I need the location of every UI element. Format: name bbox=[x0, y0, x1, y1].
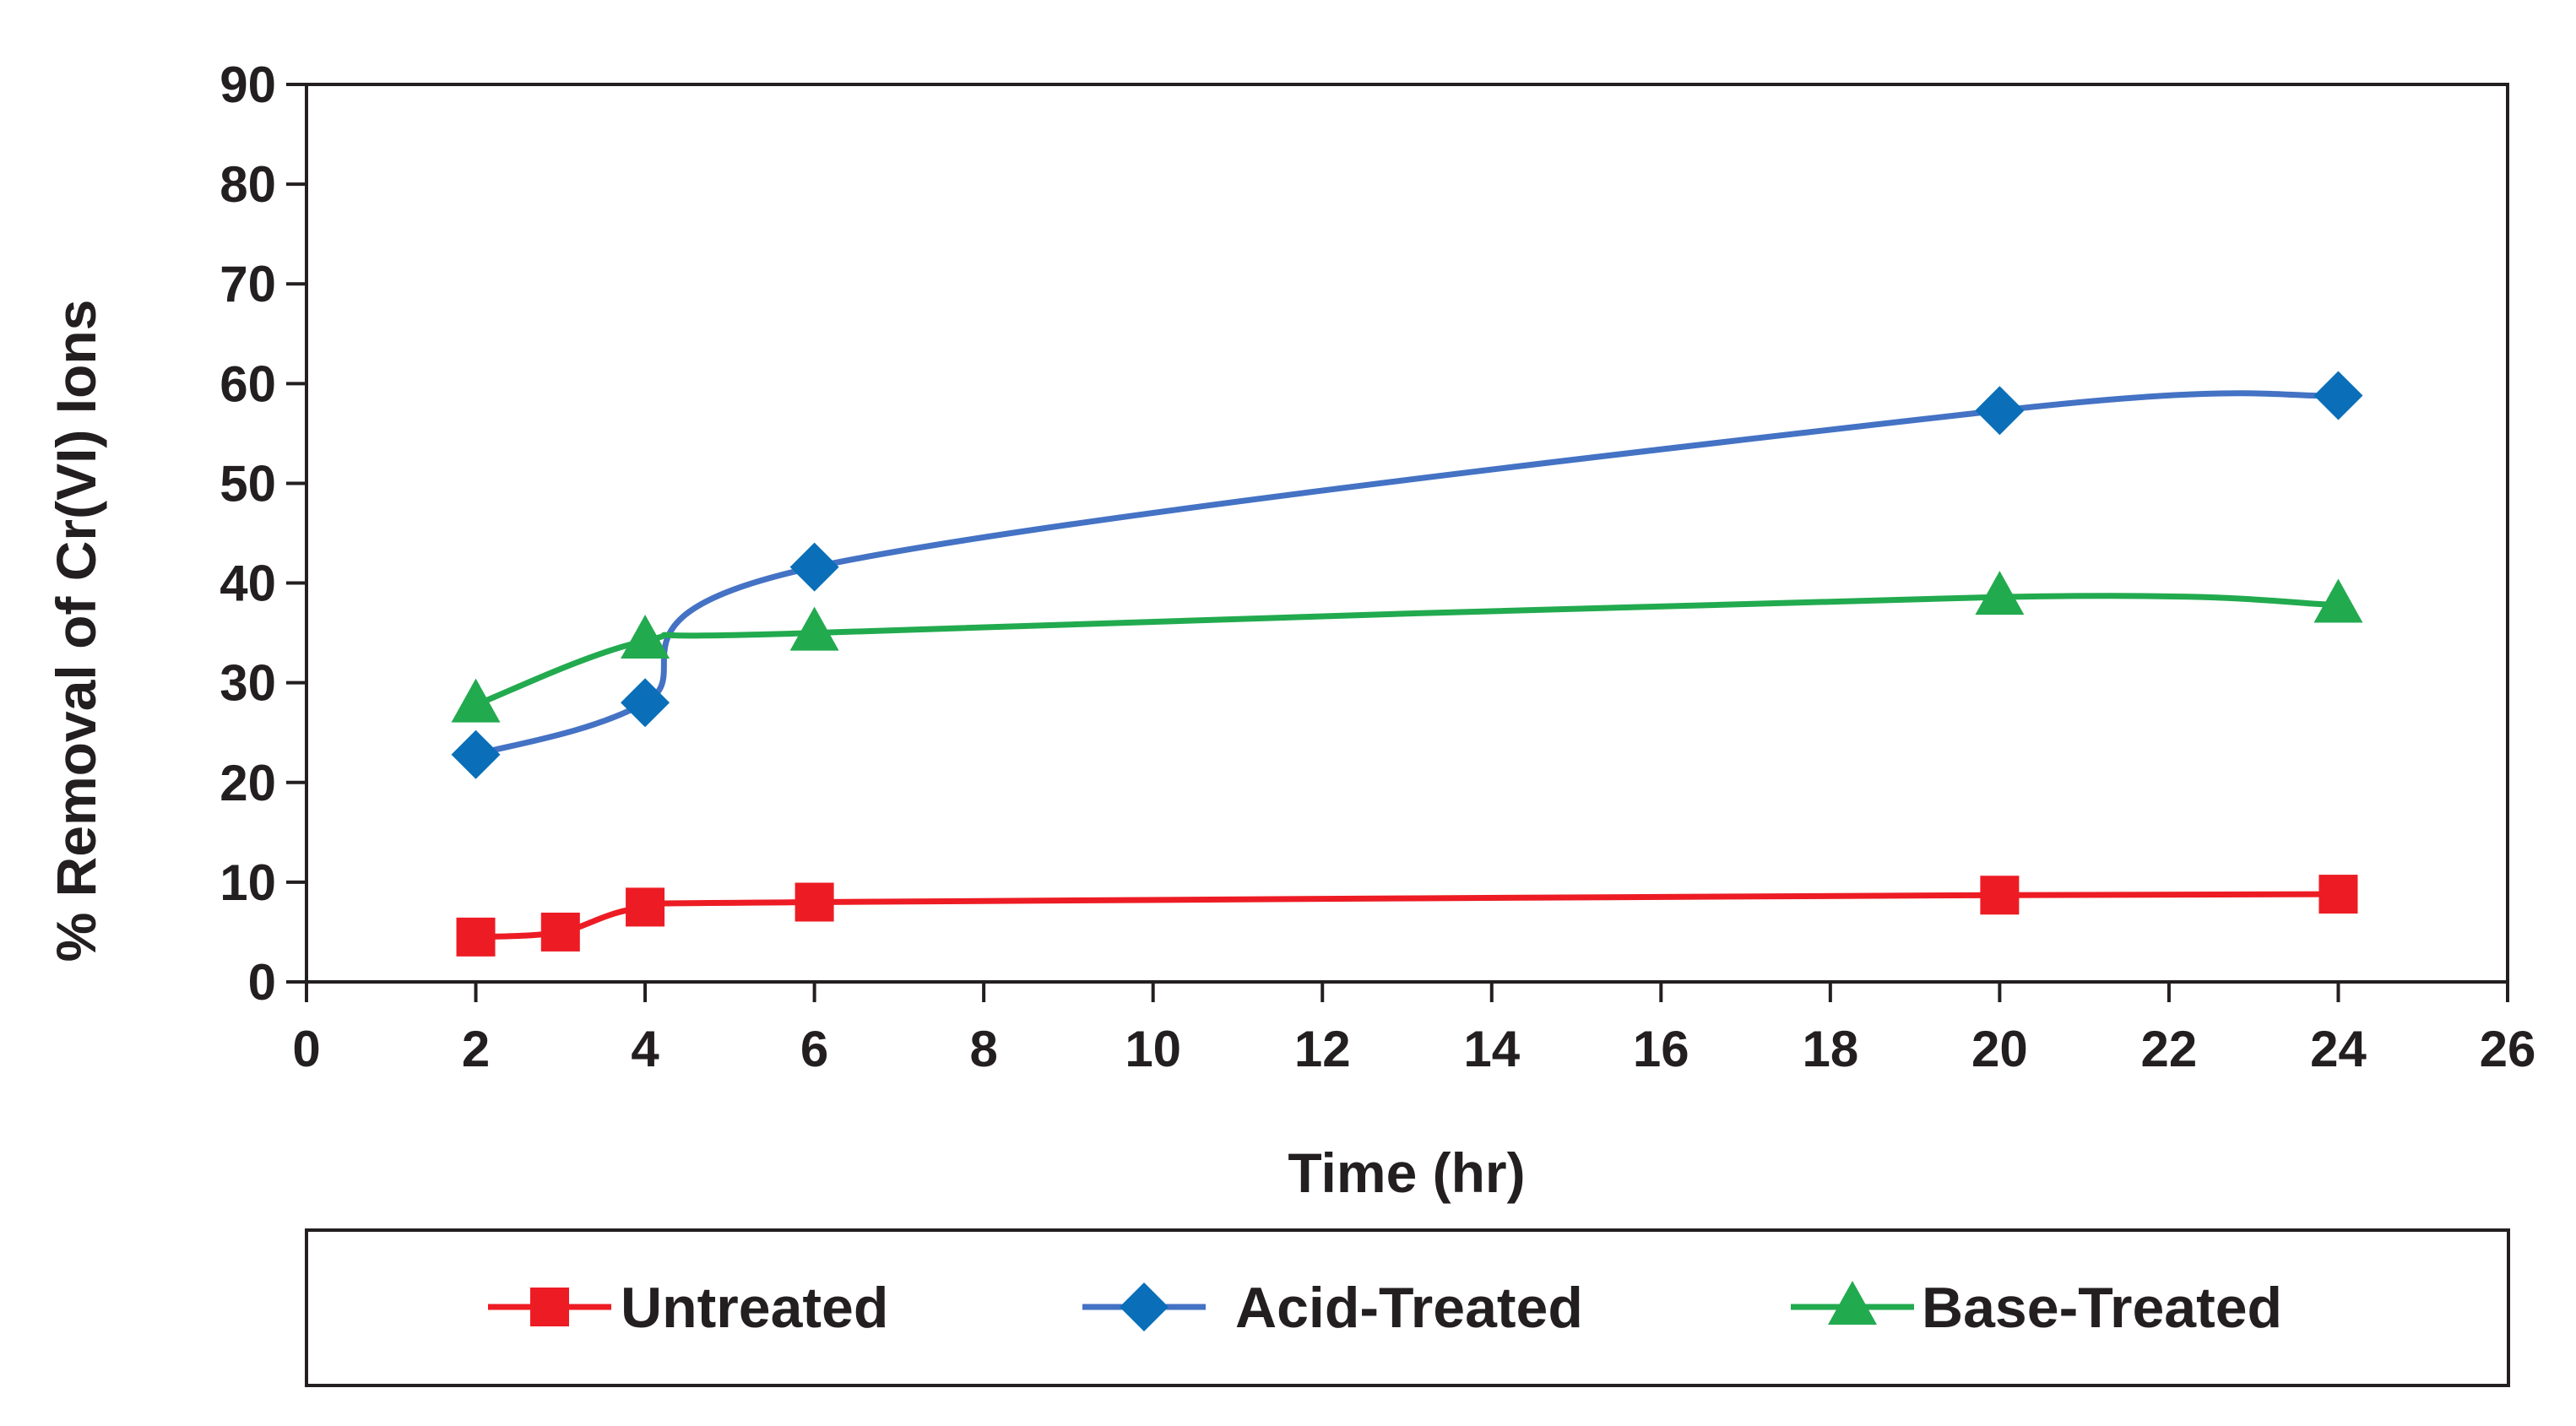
legend-label-acid-treated: Acid-Treated bbox=[1235, 1276, 1583, 1340]
data-point-acid-treated bbox=[1975, 386, 2025, 436]
legend-label-base-treated: Base-Treated bbox=[1922, 1276, 2282, 1340]
data-point-untreated bbox=[794, 882, 834, 922]
legend-label-untreated: Untreated bbox=[621, 1276, 888, 1340]
y-tick-label: 80 bbox=[220, 156, 276, 213]
legend-item-acid-treated: Acid-Treated bbox=[1082, 1276, 1583, 1340]
y-tick-label: 20 bbox=[220, 755, 276, 811]
x-tick-label: 0 bbox=[292, 1021, 320, 1077]
legend-item-base-treated: Base-Treated bbox=[1791, 1276, 2282, 1340]
series-line-acid-treated bbox=[475, 390, 2339, 758]
x-tick-label: 22 bbox=[2141, 1021, 2198, 1077]
x-tick-label: 14 bbox=[1463, 1021, 1520, 1077]
legend-marker-acid-treated bbox=[1120, 1282, 1169, 1331]
series-acid-treated bbox=[451, 371, 2363, 779]
x-tick-label: 16 bbox=[1633, 1021, 1689, 1077]
data-point-untreated bbox=[540, 912, 580, 952]
plot-area bbox=[305, 83, 2509, 984]
legend-marker-untreated bbox=[530, 1288, 569, 1326]
data-point-base-treated bbox=[1975, 571, 2025, 615]
x-tick-label: 18 bbox=[1802, 1021, 1858, 1077]
data-point-base-treated bbox=[451, 678, 501, 723]
series-untreated bbox=[456, 875, 2358, 957]
legend: Untreated Acid-Treated Base-Treated bbox=[305, 1228, 2510, 1387]
data-point-acid-treated bbox=[2313, 371, 2363, 420]
data-point-untreated bbox=[626, 887, 665, 927]
x-tick-label: 4 bbox=[631, 1021, 659, 1077]
x-tick-label: 26 bbox=[2480, 1021, 2536, 1077]
y-tick-label: 30 bbox=[220, 655, 276, 712]
y-tick-label: 10 bbox=[220, 854, 276, 911]
data-point-acid-treated bbox=[451, 729, 501, 779]
plot-border bbox=[305, 83, 2509, 984]
legend-item-untreated: Untreated bbox=[488, 1276, 888, 1340]
data-point-base-treated bbox=[789, 606, 839, 651]
data-point-base-treated bbox=[621, 615, 670, 659]
series-line-untreated bbox=[475, 891, 2339, 941]
series-group bbox=[451, 371, 2363, 957]
y-tick-label: 60 bbox=[220, 355, 276, 412]
x-tick-label: 2 bbox=[462, 1021, 490, 1077]
x-axis-title: Time (hr) bbox=[1288, 1141, 1525, 1204]
x-axis: 0 2 4 6 8 10 12 14 16 18 20 22 24 26 bbox=[292, 982, 2535, 1077]
data-point-acid-treated bbox=[789, 542, 839, 592]
y-axis-title: % Removal of Cr(VI) Ions bbox=[45, 300, 107, 962]
x-tick-label: 24 bbox=[2310, 1021, 2367, 1077]
legend-box bbox=[305, 1228, 2510, 1387]
data-point-untreated bbox=[456, 917, 496, 957]
y-tick-label: 0 bbox=[248, 954, 276, 1011]
x-tick-label: 8 bbox=[969, 1021, 997, 1077]
series-base-treated bbox=[451, 571, 2363, 723]
x-tick-label: 12 bbox=[1294, 1021, 1351, 1077]
data-point-untreated bbox=[2318, 875, 2358, 914]
y-tick-label: 40 bbox=[220, 556, 276, 612]
data-point-base-treated bbox=[2313, 578, 2363, 623]
y-tick-label: 50 bbox=[220, 455, 276, 512]
y-axis: 0 10 20 30 40 50 60 70 80 90 bbox=[220, 57, 306, 1011]
y-tick-label: 70 bbox=[220, 256, 276, 312]
x-tick-label: 20 bbox=[1971, 1021, 2028, 1077]
data-point-untreated bbox=[1980, 876, 2020, 915]
x-tick-label: 6 bbox=[800, 1021, 828, 1077]
y-tick-label: 90 bbox=[220, 57, 276, 113]
series-line-base-treated bbox=[475, 593, 2339, 708]
x-tick-label: 10 bbox=[1125, 1021, 1181, 1077]
legend-marker-base-treated bbox=[1828, 1281, 1877, 1325]
data-point-acid-treated bbox=[621, 678, 670, 728]
